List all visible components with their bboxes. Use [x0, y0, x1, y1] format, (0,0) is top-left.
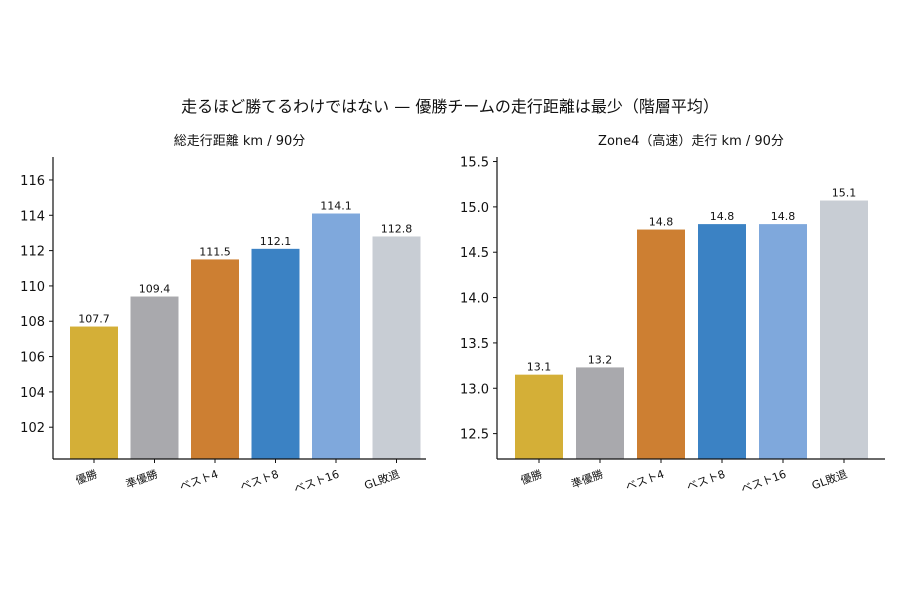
bar-3	[251, 248, 300, 459]
bar-5	[820, 200, 868, 459]
bar-4	[759, 224, 807, 459]
value-label: 13.2	[588, 353, 613, 366]
x-tick-label: GL敗退	[810, 467, 849, 493]
bar-1	[130, 296, 179, 459]
x-tick-label: ベスト8	[238, 468, 280, 494]
bar-3	[698, 224, 746, 459]
panel-title: Zone4（高速）走行 km / 90分	[598, 133, 784, 149]
value-label: 112.1	[260, 235, 292, 248]
y-tick-label: 14.0	[460, 292, 489, 307]
y-tick-label: 116	[20, 174, 45, 189]
panel-title: 総走行距離 km / 90分	[174, 134, 306, 149]
value-label: 14.8	[649, 216, 674, 229]
value-label: 114.1	[320, 200, 352, 213]
x-tick-label: 優勝	[74, 467, 99, 488]
bar-2	[637, 229, 685, 459]
bar-0	[70, 326, 118, 459]
x-tick-label: ベスト16	[739, 468, 788, 496]
figure-title: 走るほど勝てるわけではない — 優勝チームの走行距離は最少（階層平均）	[181, 97, 719, 116]
value-label: 109.4	[139, 283, 171, 296]
y-tick-label: 102	[20, 421, 45, 436]
value-label: 14.8	[710, 210, 735, 223]
bar-0	[515, 374, 563, 459]
y-tick-label: 14.5	[460, 246, 489, 261]
x-tick-label: 準優勝	[124, 467, 160, 491]
y-tick-label: 15.5	[460, 156, 489, 171]
bar-2	[191, 259, 239, 459]
value-label: 107.7	[78, 313, 110, 326]
x-tick-label: 準優勝	[569, 467, 605, 491]
bar-4	[312, 213, 360, 459]
y-tick-label: 104	[20, 386, 45, 401]
value-label: 15.1	[832, 187, 857, 200]
y-tick-label: 112	[20, 245, 45, 260]
x-tick-label: 優勝	[519, 467, 544, 488]
x-tick-label: ベスト4	[624, 468, 666, 494]
panel-total-distance: 総走行距離 km / 90分 107.7 優勝 109.4 準優勝 111.5 ベスト4 1…	[20, 134, 426, 496]
x-tick-label: ベスト4	[178, 468, 220, 494]
y-tick-label: 114	[20, 209, 45, 224]
bar-5	[372, 236, 421, 459]
y-tick-label: 108	[20, 315, 45, 330]
value-label: 112.8	[381, 222, 413, 235]
y-tick-label: 15.0	[460, 201, 489, 216]
panel-zone4-distance: Zone4（高速）走行 km / 90分 13.1 優勝 13.2 準優勝 14.8 ベス…	[460, 133, 885, 496]
bar-1	[576, 367, 624, 459]
x-tick-label: ベスト8	[685, 468, 727, 494]
y-tick-label: 13.0	[460, 382, 489, 397]
value-label: 111.5	[199, 245, 231, 258]
value-label: 13.1	[527, 361, 552, 374]
value-label: 14.8	[771, 210, 796, 223]
x-tick-label: GL敗退	[362, 467, 401, 493]
y-tick-label: 12.5	[460, 428, 489, 443]
x-tick-label: ベスト16	[292, 468, 341, 496]
y-tick-label: 106	[20, 351, 45, 366]
y-tick-label: 110	[20, 280, 45, 295]
y-tick-label: 13.5	[460, 337, 489, 352]
